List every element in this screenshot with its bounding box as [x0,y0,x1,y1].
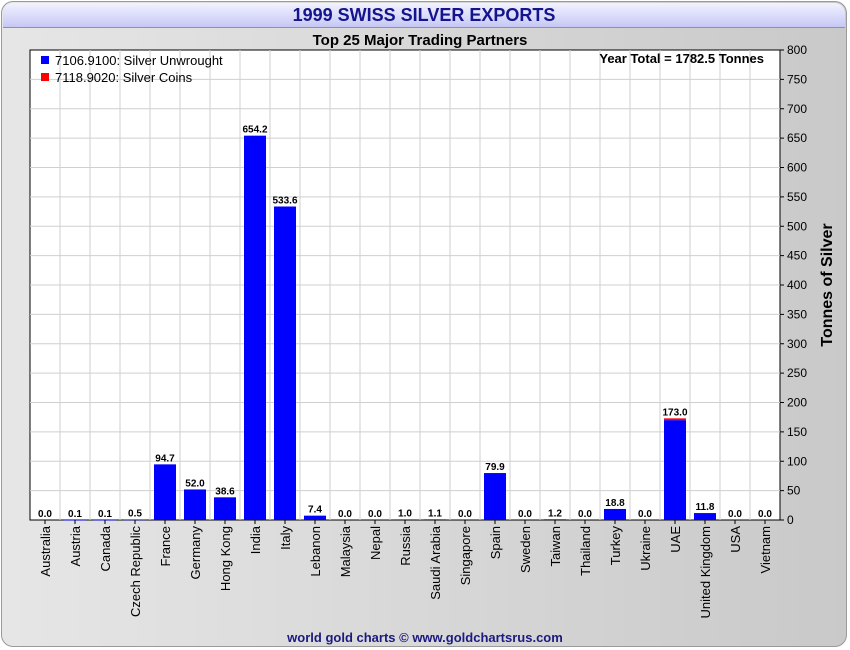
bar-unwrought [154,464,176,520]
x-tick-label: Czech Republic [128,526,143,618]
y-tick-label: 450 [787,249,807,263]
bar-value-label: 52.0 [185,478,205,489]
y-tick-label: 700 [787,102,807,116]
bar-value-label: 654.2 [242,125,267,136]
title-bar: 1999 SWISS SILVER EXPORTS [3,3,845,28]
bar-value-label: 0.0 [728,509,742,520]
bar-value-label: 533.6 [272,196,297,207]
bar-value-label: 0.5 [128,509,142,520]
x-tick-label: Russia [398,525,413,566]
x-tick-label: Saudi Arabia [428,525,443,599]
bar-value-label: 0.1 [98,509,112,520]
x-tick-label: Austria [68,525,83,566]
y-axis: 0 50 100 150 200 250 300 350 400 450 500 550 600 650 7… [780,43,807,527]
x-tick-label: Turkey [608,526,623,566]
bar-unwrought [274,206,296,520]
bar-value-label: 1.2 [548,508,562,519]
x-tick-label: Vietnam [758,526,773,573]
x-tick-label: Germany [188,526,203,580]
x-tick-label: Malaysia [338,525,353,577]
y-tick-label: 50 [787,484,801,498]
x-tick-label: Lebanon [308,526,323,577]
y-tick-label: 0 [787,513,794,527]
legend: 7106.9100: Silver Unwrought 7118.9020: S… [41,53,223,85]
bar-unwrought [424,519,446,520]
footer-credit: world gold charts © www.goldchartsrus.co… [287,630,563,645]
bar-unwrought [304,515,326,520]
bar-unwrought [694,513,716,520]
bar-value-label: 0.0 [458,509,472,520]
x-tick-label: Taiwan [548,526,563,566]
bar-unwrought [544,519,566,520]
legend-swatch-unwrought [41,56,49,64]
chart-main-title: 1999 SWISS SILVER EXPORTS [292,5,556,25]
bar-unwrought [664,420,686,520]
legend-label-coins: 7118.9020: Silver Coins [55,70,193,85]
bar-value-label: 1.1 [428,508,442,519]
legend-label-unwrought: 7106.9100: Silver Unwrought [55,53,223,68]
x-axis: Australia Austria Canada Czech Republic Fran… [38,520,773,619]
y-tick-label: 200 [787,396,807,410]
bars: 0.0 0.1 0.1 0.5 94.7 52.0 38.6 654.2 533.6 7.4 0.0… [38,125,772,521]
y-tick-label: 100 [787,454,807,468]
bar-unwrought [124,519,146,521]
bar-value-label: 173.0 [662,407,687,418]
bar-coins [664,418,686,421]
bar-value-label: 0.0 [638,509,652,520]
bar-value-label: 18.8 [605,498,625,509]
y-tick-label: 500 [787,219,807,233]
bar-value-label: 0.1 [68,509,82,520]
bar-value-label: 94.7 [155,453,175,464]
y-tick-label: 150 [787,425,807,439]
y-tick-label: 250 [787,366,807,380]
bar-value-label: 1.0 [398,508,412,519]
bar-unwrought [604,508,626,520]
bar-value-label: 38.6 [215,486,235,497]
bar-value-label: 0.0 [38,509,52,520]
x-tick-label: United Kingdom [698,526,713,619]
x-tick-label: UAE [668,526,683,553]
y-tick-label: 550 [787,190,807,204]
x-tick-label: Italy [278,526,293,550]
year-total-annotation: Year Total = 1782.5 Tonnes [599,51,764,66]
y-axis-label: Tonnes of Silver [819,223,836,346]
x-tick-label: Thailand [578,526,593,576]
x-tick-label: Singapore [458,526,473,585]
y-tick-label: 600 [787,161,807,175]
chart-subtitle: Top 25 Major Trading Partners [313,32,528,49]
bar-value-label: 79.9 [485,462,505,473]
x-tick-label: Sweden [518,526,533,573]
bar-value-label: 0.0 [758,509,772,520]
x-tick-label: Nepal [368,526,383,560]
y-tick-label: 800 [787,43,807,57]
bar-value-label: 11.8 [696,502,715,513]
bar-unwrought [214,497,236,520]
x-tick-label: France [158,526,173,566]
y-tick-label: 350 [787,307,807,321]
bar-unwrought [244,135,266,520]
x-tick-label: India [248,525,263,554]
x-tick-label: Australia [38,525,53,576]
y-tick-label: 750 [787,72,807,86]
x-tick-label: Spain [488,526,503,559]
x-tick-label: Canada [98,525,113,571]
bar-unwrought [184,489,206,520]
bar-unwrought [394,519,416,520]
y-tick-label: 300 [787,337,807,351]
bar-value-label: 7.4 [308,505,322,516]
bar-value-label: 0.0 [518,509,532,520]
bar-value-label: 0.0 [368,509,382,520]
y-tick-label: 400 [787,278,807,292]
x-tick-label: Ukraine [638,526,653,571]
bar-unwrought [484,473,506,520]
bar-value-label: 0.0 [578,509,592,520]
legend-swatch-coins [41,73,49,81]
x-tick-label: USA [728,526,743,553]
bar-value-label: 0.0 [338,509,352,520]
y-tick-label: 650 [787,131,807,145]
x-tick-label: Hong Kong [218,526,233,591]
